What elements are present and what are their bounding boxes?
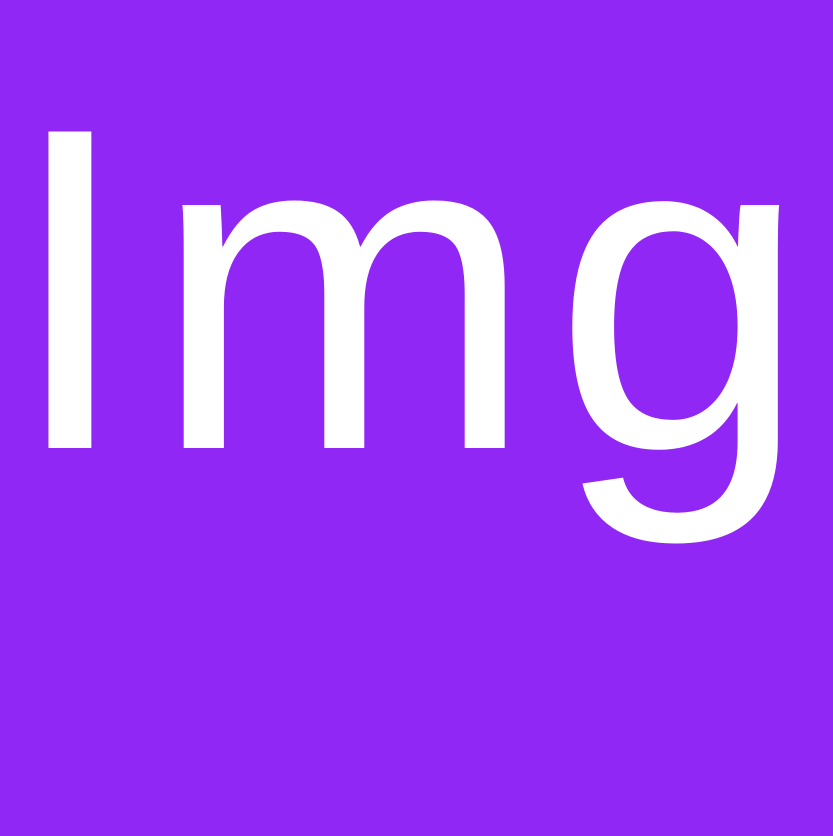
placeholder-text: Img [6, 33, 827, 546]
